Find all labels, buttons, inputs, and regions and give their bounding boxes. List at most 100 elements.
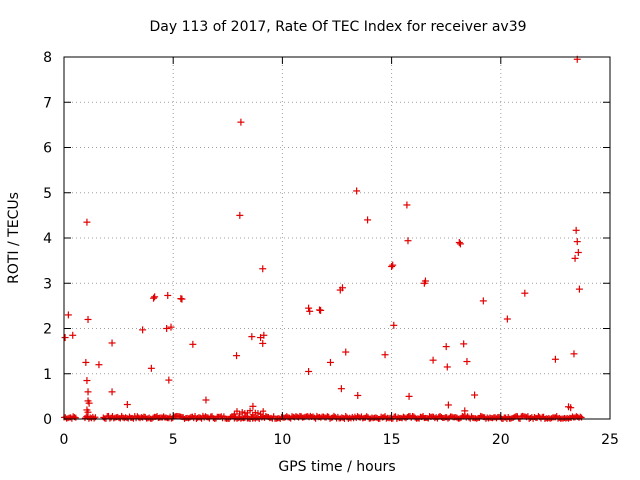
data-point [91, 415, 98, 422]
x-tick-label: 0 [60, 432, 69, 448]
y-tick-label: 2 [43, 322, 52, 338]
data-point [567, 404, 575, 412]
data-point [84, 315, 92, 323]
data-point [556, 414, 563, 421]
data-point [444, 401, 452, 409]
data-point [573, 238, 581, 246]
data-point [151, 293, 159, 301]
data-point [387, 414, 394, 421]
data-point [260, 331, 268, 339]
data-point [259, 339, 267, 347]
data-point [254, 410, 261, 417]
y-tick-label: 6 [43, 141, 52, 157]
data-point [257, 411, 264, 418]
data-point [443, 363, 451, 371]
y-tick-label: 4 [43, 231, 52, 247]
x-tick-label: 25 [601, 432, 619, 448]
x-tick-label: 20 [492, 432, 510, 448]
data-point [239, 409, 246, 416]
y-tick-label: 8 [43, 50, 52, 66]
data-point [237, 118, 245, 126]
data-point [72, 414, 79, 421]
data-point [163, 325, 171, 332]
data-point [353, 187, 361, 195]
data-point [84, 408, 92, 416]
data-point [83, 377, 91, 385]
data-point [460, 340, 468, 348]
data-point [503, 315, 511, 323]
data-point [342, 348, 350, 356]
y-tick-label: 1 [43, 367, 52, 383]
y-tick-label: 3 [43, 276, 52, 292]
data-point [84, 388, 92, 396]
data-point [61, 334, 69, 342]
data-point [147, 364, 155, 372]
data-point [548, 415, 555, 422]
data-point [247, 407, 254, 414]
data-point [123, 401, 131, 409]
data-point [249, 402, 257, 410]
data-point [421, 277, 429, 285]
data-point [259, 265, 267, 273]
data-point [236, 211, 244, 219]
data-point [412, 414, 419, 421]
data-point [83, 218, 91, 226]
data-point [551, 355, 559, 363]
data-point [388, 263, 396, 271]
data-point [461, 407, 469, 415]
data-point [231, 411, 238, 418]
data-point [330, 412, 337, 419]
data-point [165, 376, 173, 384]
axis-ticks: 0 5 10 15 20 25 0 1 2 3 4 5 6 7 8 [43, 50, 619, 448]
data-point [429, 356, 437, 364]
data-point [64, 311, 72, 319]
data-point [527, 415, 534, 422]
data-point [150, 414, 157, 421]
data-point [306, 307, 314, 315]
data-point [389, 261, 397, 269]
data-point [305, 367, 313, 375]
data-point [160, 413, 167, 420]
y-tick-label: 5 [43, 186, 52, 202]
data-point [364, 216, 372, 224]
data-points [61, 55, 583, 416]
x-tick-label: 15 [383, 432, 401, 448]
data-point [108, 339, 116, 347]
data-point [570, 350, 578, 358]
data-point [233, 408, 240, 415]
data-point [463, 358, 471, 366]
data-point [338, 284, 346, 292]
x-tick-label: 5 [169, 432, 178, 448]
data-point [390, 321, 398, 329]
data-point [248, 333, 256, 341]
data-point [108, 388, 116, 396]
data-point [178, 295, 186, 303]
data-point [69, 331, 77, 339]
data-point [403, 201, 411, 209]
data-point [571, 254, 579, 262]
y-tick-label: 7 [43, 95, 52, 111]
data-point [337, 385, 345, 393]
data-point [202, 413, 209, 420]
y-axis-label: ROTI / TECUs [6, 192, 22, 284]
data-point [479, 413, 486, 420]
data-point [202, 396, 210, 404]
data-point [354, 391, 362, 399]
data-point [456, 240, 464, 248]
data-point [471, 391, 479, 399]
data-point [404, 237, 412, 245]
data-point [479, 297, 487, 305]
grid-lines [64, 57, 610, 419]
data-point [260, 408, 267, 415]
data-point [441, 414, 448, 421]
data-point [189, 340, 197, 348]
data-point [317, 306, 325, 314]
y-tick-label: 0 [43, 412, 52, 428]
data-point [205, 414, 212, 421]
near-zero-band [61, 407, 585, 422]
x-tick-label: 10 [273, 432, 291, 448]
data-point [85, 399, 93, 407]
data-point [374, 414, 381, 421]
x-axis-label: GPS time / hours [278, 459, 395, 475]
